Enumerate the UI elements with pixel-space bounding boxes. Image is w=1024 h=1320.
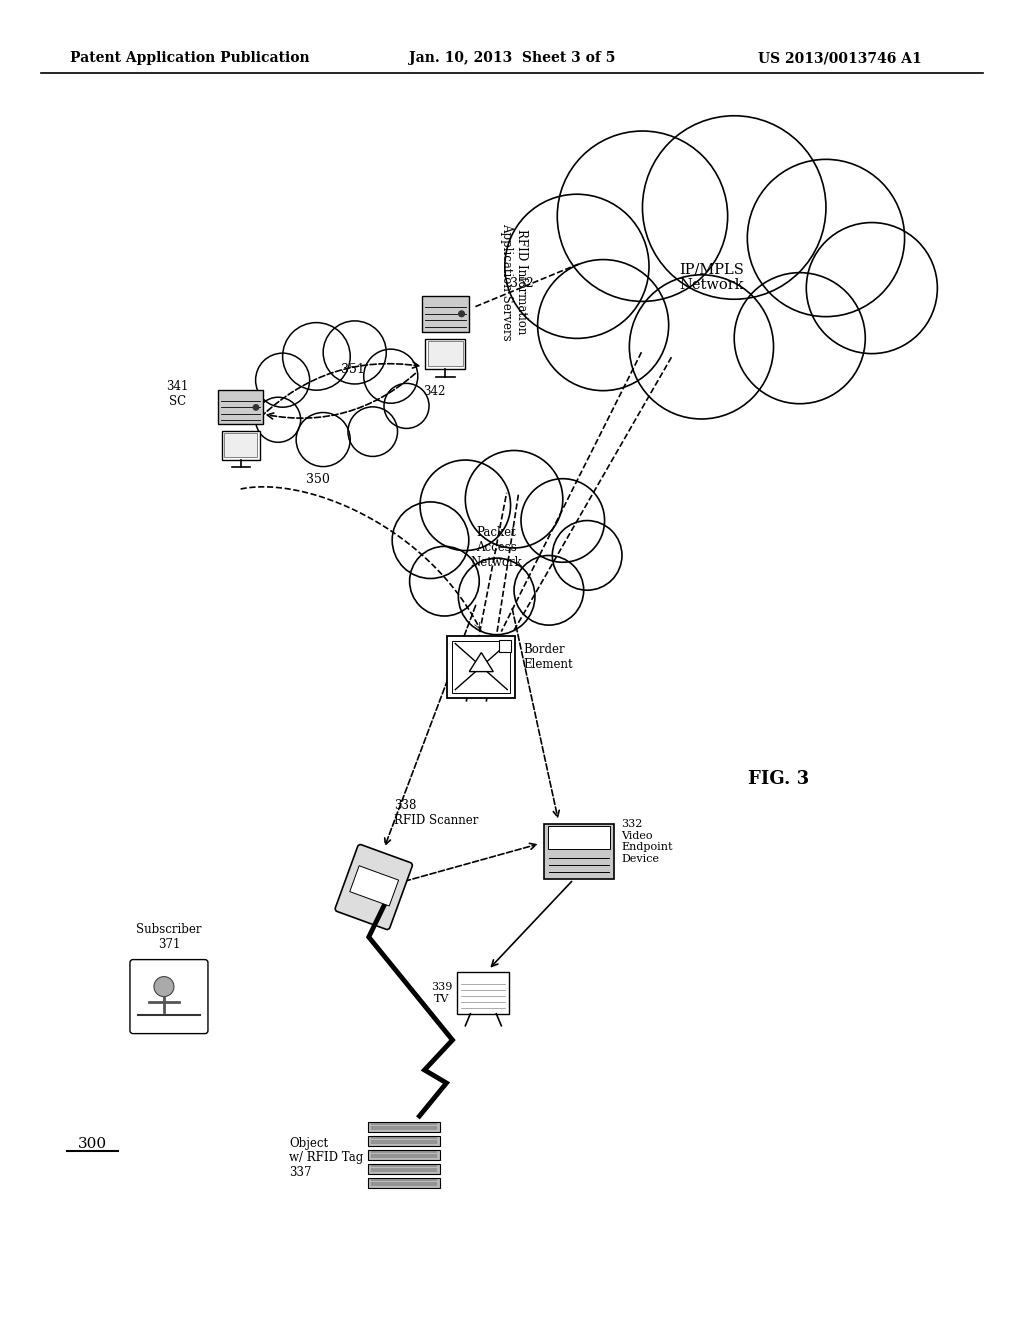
FancyBboxPatch shape: [369, 1137, 440, 1146]
FancyBboxPatch shape: [369, 1150, 440, 1160]
Circle shape: [642, 116, 826, 300]
Circle shape: [459, 558, 535, 635]
Text: Object
w/ RFID Tag
337: Object w/ RFID Tag 337: [289, 1137, 364, 1180]
Circle shape: [734, 273, 865, 404]
FancyBboxPatch shape: [458, 972, 509, 1014]
Text: 350: 350: [305, 473, 330, 486]
FancyBboxPatch shape: [544, 824, 613, 879]
Circle shape: [806, 223, 937, 354]
Text: 300: 300: [78, 1137, 106, 1151]
FancyBboxPatch shape: [426, 338, 465, 368]
Circle shape: [514, 556, 584, 626]
FancyBboxPatch shape: [548, 826, 609, 849]
Text: 342: 342: [424, 384, 445, 397]
Text: IP/MPLS
Network: IP/MPLS Network: [679, 263, 744, 292]
Text: 332
Video
Endpoint
Device: 332 Video Endpoint Device: [622, 818, 673, 863]
Circle shape: [253, 405, 259, 411]
Circle shape: [459, 312, 465, 317]
FancyBboxPatch shape: [224, 433, 257, 457]
Text: Subscriber
371: Subscriber 371: [136, 923, 202, 950]
Circle shape: [748, 160, 904, 317]
Circle shape: [630, 275, 773, 418]
FancyBboxPatch shape: [422, 296, 469, 331]
Text: Packet
Access
Network: Packet Access Network: [471, 527, 522, 569]
Text: 338
RFID Scanner: 338 RFID Scanner: [394, 799, 478, 828]
Ellipse shape: [400, 479, 592, 616]
FancyBboxPatch shape: [453, 640, 510, 693]
FancyBboxPatch shape: [335, 845, 413, 929]
FancyBboxPatch shape: [500, 640, 511, 652]
Text: US 2013/0013746 A1: US 2013/0013746 A1: [758, 51, 922, 65]
Text: 351: 351: [341, 363, 366, 376]
Circle shape: [392, 502, 469, 578]
Circle shape: [552, 520, 622, 590]
Circle shape: [538, 260, 669, 391]
FancyBboxPatch shape: [369, 1164, 440, 1173]
Text: 339
TV: 339 TV: [431, 982, 453, 1003]
Polygon shape: [469, 652, 494, 672]
Text: RFID Information
Application Servers: RFID Information Application Servers: [501, 223, 528, 341]
Ellipse shape: [423, 495, 570, 601]
Circle shape: [557, 131, 728, 301]
FancyBboxPatch shape: [369, 1122, 440, 1133]
Circle shape: [420, 461, 511, 550]
Text: Border
Element: Border Element: [523, 643, 572, 671]
Circle shape: [521, 479, 604, 562]
Circle shape: [410, 546, 479, 616]
Ellipse shape: [562, 201, 841, 354]
Circle shape: [154, 977, 174, 997]
Text: Patent Application Publication: Patent Application Publication: [70, 51, 309, 65]
Circle shape: [465, 450, 563, 548]
Text: 352: 352: [510, 277, 535, 290]
Circle shape: [505, 194, 649, 338]
Ellipse shape: [521, 180, 882, 375]
FancyBboxPatch shape: [369, 1177, 440, 1188]
FancyBboxPatch shape: [222, 430, 259, 459]
FancyBboxPatch shape: [130, 960, 208, 1034]
FancyBboxPatch shape: [447, 636, 515, 697]
Text: Jan. 10, 2013  Sheet 3 of 5: Jan. 10, 2013 Sheet 3 of 5: [409, 51, 615, 65]
FancyBboxPatch shape: [350, 866, 398, 906]
Text: FIG. 3: FIG. 3: [748, 770, 809, 788]
Text: 341
SC: 341 SC: [166, 380, 188, 408]
FancyBboxPatch shape: [218, 391, 263, 425]
FancyBboxPatch shape: [428, 342, 463, 366]
